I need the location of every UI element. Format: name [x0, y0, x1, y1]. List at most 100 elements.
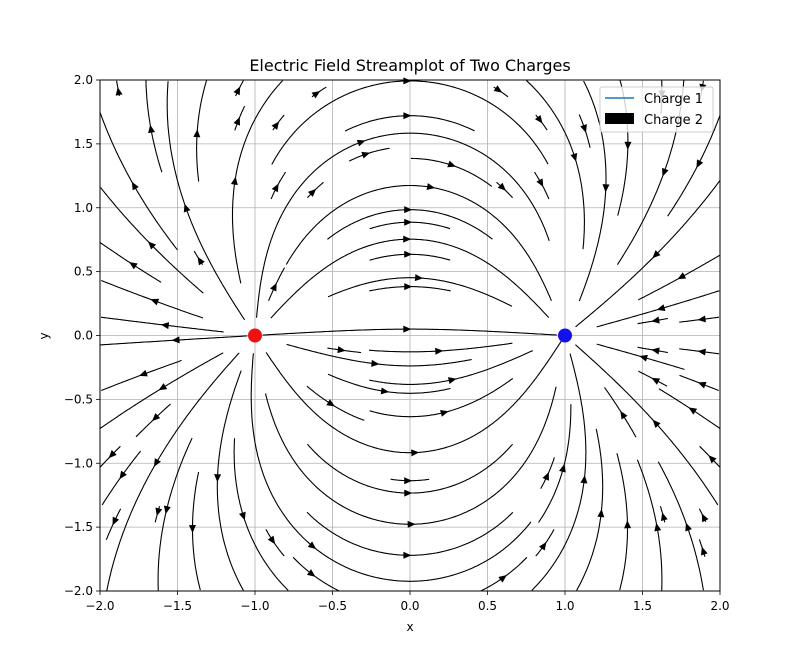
streamline-arrow	[620, 410, 628, 420]
streamline-arrow	[440, 409, 449, 417]
streamline-arrow	[152, 413, 161, 422]
streamline	[306, 385, 365, 421]
streamline-arrow	[403, 77, 412, 85]
streamline-arrow	[407, 520, 416, 528]
streamline	[540, 457, 555, 489]
streamline-arrow	[233, 86, 241, 96]
streamline-arrow	[307, 541, 317, 550]
y-axis-label: y	[37, 332, 51, 339]
streamline-arrow	[108, 450, 117, 459]
streamline-arrow	[307, 188, 317, 197]
streamline-arrow	[139, 369, 148, 377]
streamline-arrow	[131, 181, 139, 191]
streamline	[255, 132, 550, 318]
streamline-arrow	[697, 381, 707, 389]
streamline-arrow	[148, 124, 156, 134]
streamline	[531, 353, 587, 591]
charge-marker-1	[248, 328, 262, 343]
streamline-arrow	[696, 159, 704, 169]
streamline	[616, 453, 629, 591]
streamline-arrow	[197, 256, 205, 266]
streamline-arrow	[153, 458, 161, 467]
streamline-arrow	[677, 272, 687, 280]
streamline-arrow	[403, 551, 412, 559]
streamline-arrow	[411, 449, 420, 457]
streamline-arrow	[651, 347, 660, 355]
streamline-arrow	[311, 90, 321, 99]
streamline-arrow	[697, 348, 706, 356]
streamline	[191, 471, 201, 591]
streamline-arrow	[559, 463, 566, 473]
x-tick-label: 2.0	[710, 599, 729, 613]
streamline-arrow	[651, 316, 660, 324]
y-tick-label: −1.0	[64, 456, 93, 470]
streamline-arrow	[414, 274, 424, 282]
x-tick-label: −2.0	[85, 599, 114, 613]
streamline-arrow	[498, 575, 507, 583]
streamline-arrow	[326, 399, 335, 407]
streamline-arrow	[701, 513, 709, 523]
streamline	[576, 428, 604, 591]
streamline-arrow	[337, 346, 346, 354]
streamline-arrow	[361, 151, 371, 159]
streamline-arrow	[112, 516, 120, 526]
streamline	[525, 79, 585, 250]
streamline-arrow	[160, 322, 170, 330]
streamline-arrow	[356, 139, 366, 147]
streamline-arrow	[188, 525, 196, 534]
streamline-arrow	[570, 152, 578, 162]
streamline-arrow	[652, 250, 661, 259]
x-tick-label: 0.5	[478, 599, 497, 613]
streamline-arrow	[267, 535, 276, 545]
streamline-arrow	[624, 141, 632, 150]
x-tick-label: 1.5	[633, 599, 652, 613]
x-tick-label: 1.0	[555, 599, 574, 613]
streamline-arrow	[271, 183, 279, 193]
legend-label-charge-2: Charge 2	[644, 113, 703, 128]
streamline-arrow	[685, 522, 692, 532]
streamline-arrow	[233, 116, 241, 126]
streamline-arrow	[115, 87, 123, 96]
y-tick-label: 1.0	[74, 201, 93, 215]
x-axis-label: x	[406, 620, 413, 634]
y-tick-label: 1.5	[74, 137, 93, 151]
streamline-arrow	[238, 511, 246, 521]
streamline-arrow	[697, 315, 706, 323]
streamline-arrow	[624, 520, 632, 529]
streamline-arrow	[155, 507, 163, 517]
streamline-arrow	[654, 522, 662, 532]
charge-marker-2	[558, 328, 572, 343]
streamline	[99, 352, 224, 429]
streamline-arrow	[662, 167, 669, 177]
streamline	[250, 353, 532, 582]
y-tick-label: 0.5	[74, 265, 93, 279]
y-tick-label: 2.0	[74, 73, 93, 87]
streamline-arrow	[270, 282, 277, 292]
streamline	[157, 437, 193, 591]
streamline-arrow	[306, 569, 316, 577]
streamline	[216, 370, 244, 591]
streamline-arrow	[163, 505, 171, 515]
streamline-arrow	[404, 477, 413, 485]
streamline-arrow	[708, 455, 717, 464]
streamlines	[99, 77, 721, 592]
streamline	[636, 459, 663, 591]
streamline-arrow	[404, 283, 413, 291]
x-tick-label: −1.0	[240, 599, 269, 613]
streamline	[575, 344, 719, 506]
streamline-arrow	[183, 203, 191, 213]
streamline	[575, 180, 721, 328]
streamline-arrow	[660, 512, 668, 522]
streamline	[145, 80, 163, 173]
legend-label-charge-1: Charge 1	[644, 92, 703, 107]
y-tick-label: −2.0	[64, 584, 93, 598]
streamline-arrow	[542, 472, 549, 481]
charges	[248, 328, 572, 343]
streamline-arrow	[403, 235, 412, 243]
streamline-arrow	[271, 121, 280, 130]
streamline-arrow	[538, 541, 547, 551]
streamline-arrow	[404, 206, 413, 214]
streamline-arrow	[230, 176, 238, 186]
